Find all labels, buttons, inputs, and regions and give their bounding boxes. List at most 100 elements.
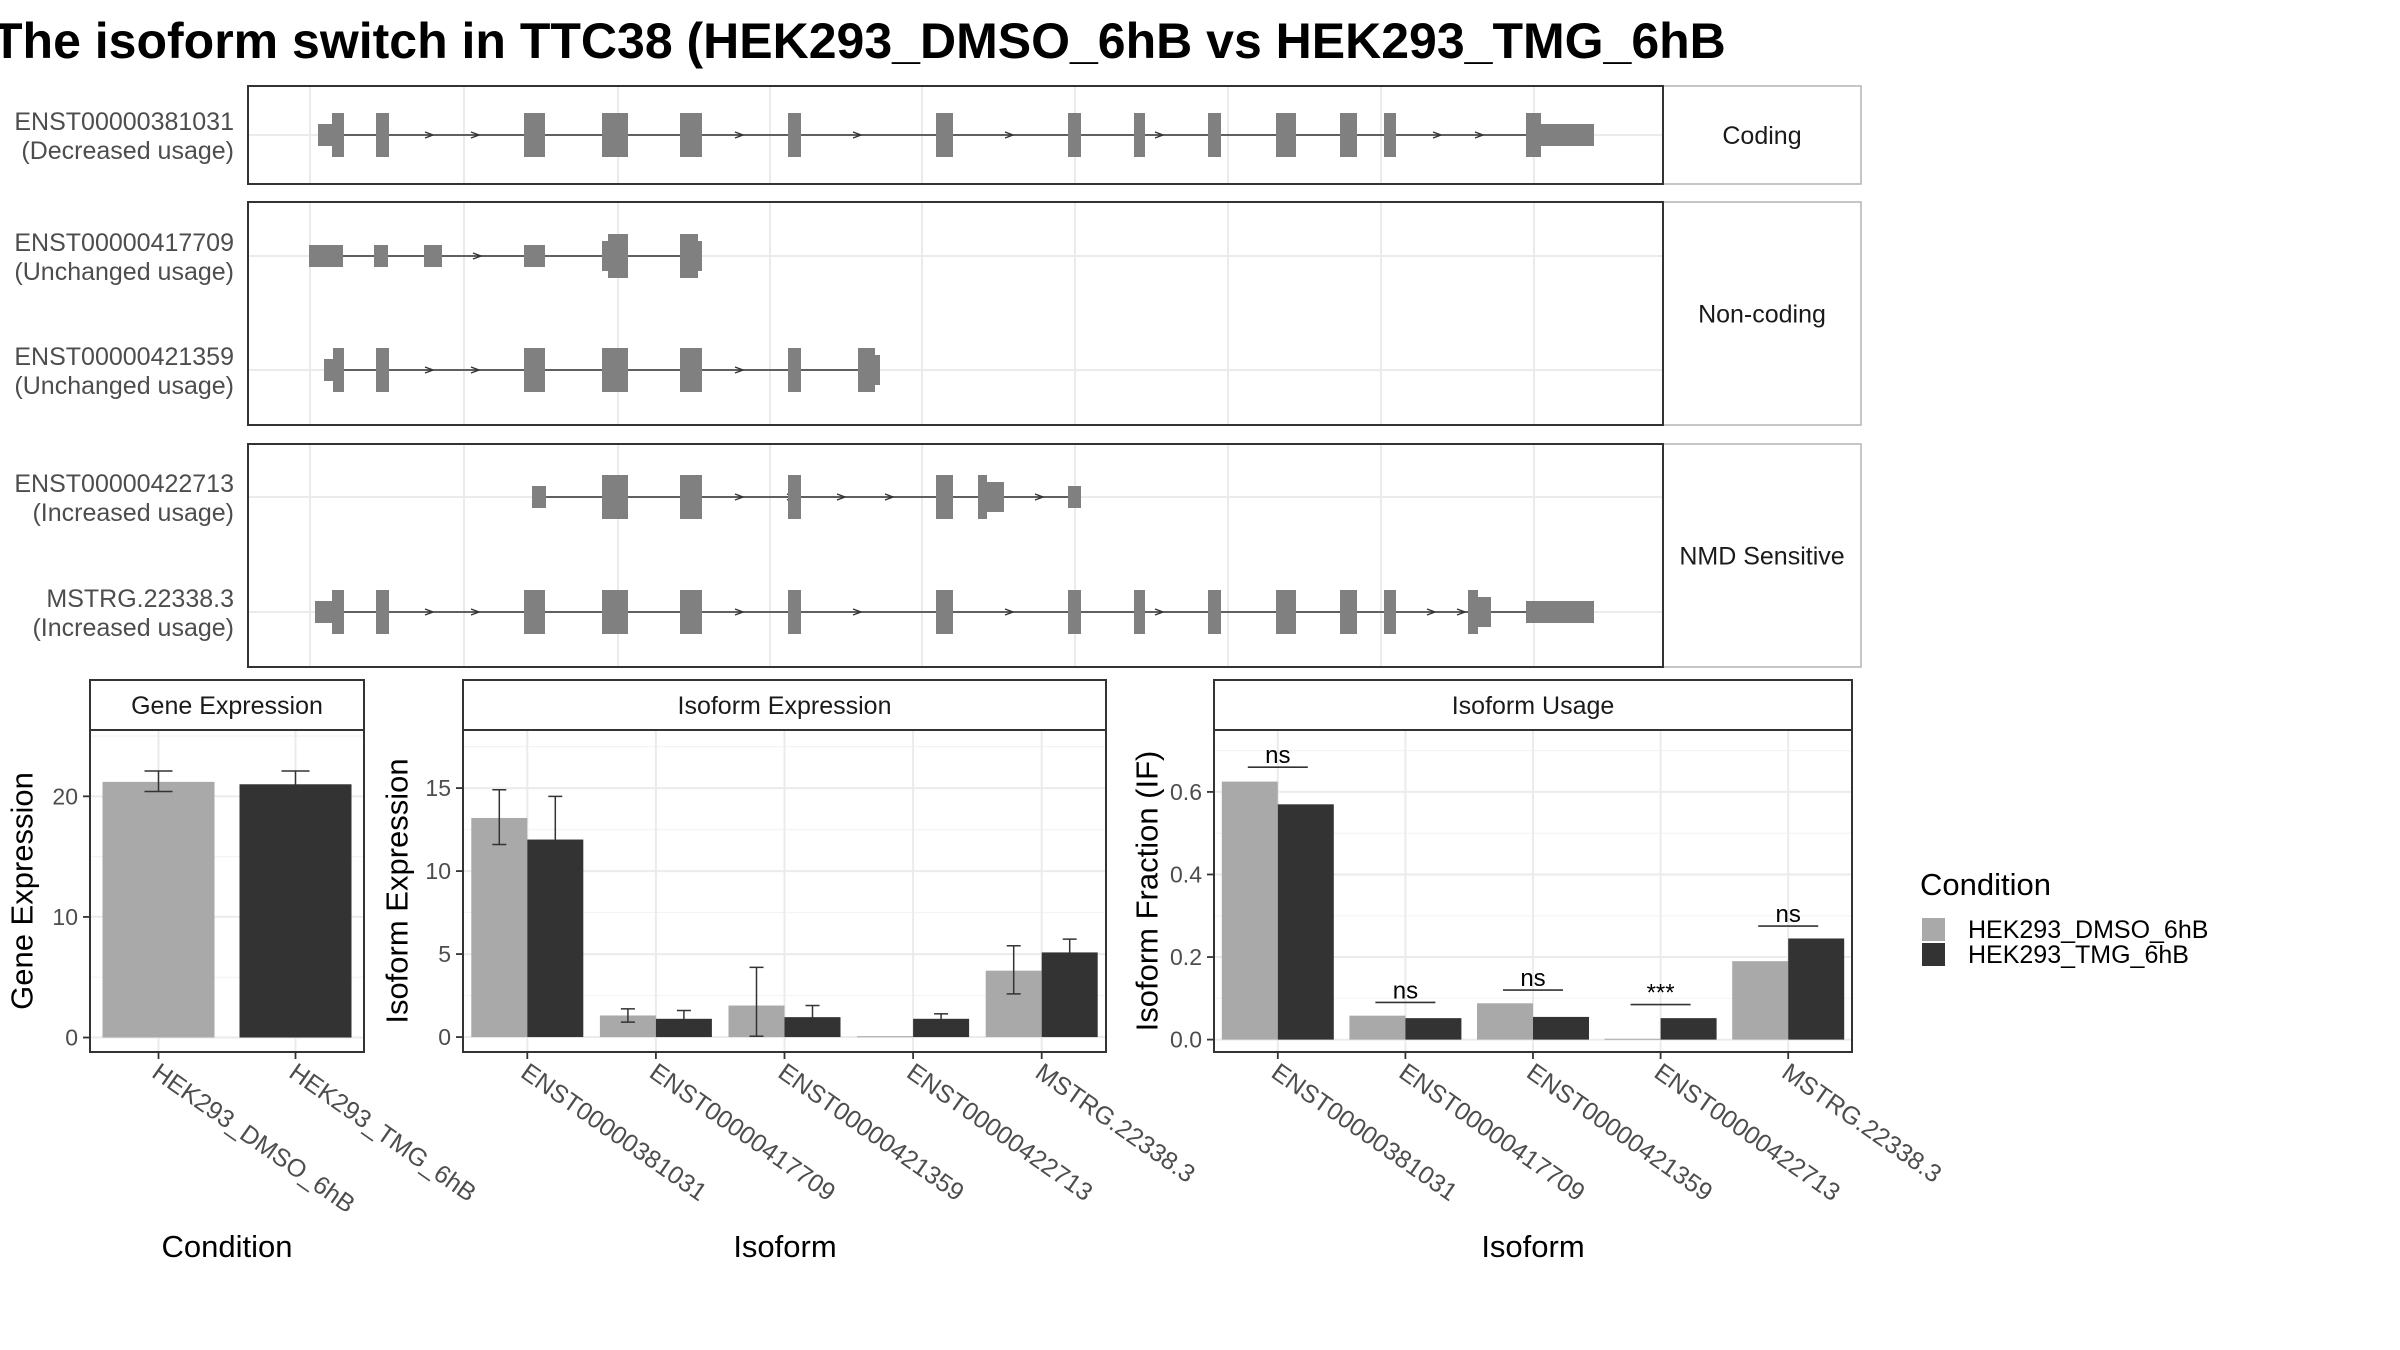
structure-panel-0: Coding ENST00000381031(Decreased usage) (14, 85, 1862, 185)
significance-label: ns (1265, 742, 1290, 769)
exon (987, 482, 1004, 512)
exon (332, 590, 344, 634)
legend-title: Condition (1920, 867, 2051, 902)
exon (602, 241, 608, 271)
panel-border (247, 201, 1664, 426)
exon (680, 348, 702, 392)
group-strip-label: NMD Sensitive (1679, 543, 1844, 571)
bar-HEK293_TMG_6hB (1533, 1016, 1589, 1040)
bar-charts: Gene Expression01020HEK293_DMSO_6hBHEK29… (5, 679, 1946, 1264)
exon (1276, 113, 1296, 157)
exon (424, 245, 442, 267)
x-axis-title: Isoform (1481, 1229, 1584, 1264)
significance-label: *** (1647, 980, 1675, 1007)
exon (1208, 113, 1221, 157)
exon (309, 245, 343, 267)
exon (318, 124, 332, 146)
intron-direction-arrow (734, 131, 745, 139)
intron-direction-arrow (470, 131, 481, 139)
significance-label: ns (1393, 977, 1418, 1004)
y-tick-label: 5 (438, 941, 451, 967)
intron-direction-arrow (1034, 493, 1045, 501)
exon (1541, 124, 1594, 146)
exon (680, 234, 698, 278)
exon (333, 348, 344, 392)
exon (374, 245, 388, 267)
intron-direction-arrow (884, 493, 895, 501)
exon (602, 590, 628, 634)
bar-HEK293_TMG_6hB (1277, 804, 1334, 1040)
exon (936, 590, 953, 634)
intron-direction-arrow (1432, 131, 1443, 139)
exon (1276, 590, 1296, 634)
y-axis-title: Isoform Fraction (IF) (1130, 751, 1165, 1032)
intron-direction-arrow (836, 493, 847, 501)
facet-strip-label: Isoform Expression (678, 692, 892, 720)
figure-title: The isoform switch in TTC38 (HEK293_DMSO… (0, 13, 1726, 69)
bar-HEK293_DMSO_6hB (599, 1015, 656, 1038)
legend-entry-label: HEK293_TMG_6hB (1968, 941, 2189, 969)
transcript-id-label: ENST00000381031 (14, 108, 234, 136)
panel-border (247, 85, 1664, 185)
exon (680, 590, 702, 634)
legend-key-HEK293_DMSO_6hB (1922, 918, 1945, 941)
transcript-ENST00000422713: ENST00000422713(Increased usage) (14, 470, 1081, 527)
intron-direction-arrow (1154, 608, 1165, 616)
group-strip-label: Coding (1722, 122, 1801, 150)
bar-HEK293_DMSO_6hB (1221, 781, 1278, 1040)
y-tick-label: 0.6 (1170, 779, 1202, 805)
exon (680, 475, 702, 519)
exon (788, 348, 801, 392)
facet-strip (89, 679, 365, 731)
bar-HEK293_TMG_6hB (239, 784, 352, 1038)
y-axis-title: Gene Expression (5, 772, 40, 1010)
panel-background (248, 444, 1663, 667)
panel-background (248, 202, 1663, 425)
transcript-usage-label: (Unchanged usage) (14, 258, 234, 286)
facet-strip-label: Gene Expression (131, 692, 323, 720)
transcript-ENST00000417709: ENST00000417709(Unchanged usage) (14, 229, 702, 286)
exon (1526, 113, 1541, 157)
y-tick-label: 0.2 (1170, 944, 1202, 970)
transcript-id-label: ENST00000421359 (14, 343, 234, 371)
y-tick-label: 0.4 (1170, 861, 1202, 887)
y-tick-label: 0.0 (1170, 1027, 1202, 1053)
x-axis-title: Isoform (733, 1229, 836, 1264)
bar-HEK293_TMG_6hB (1041, 952, 1098, 1038)
exon (1134, 590, 1145, 634)
facet-strip (462, 679, 1107, 731)
bar-HEK293_TMG_6hB (655, 1018, 712, 1038)
intron-direction-arrow (1004, 608, 1015, 616)
significance-label: ns (1520, 965, 1545, 992)
y-tick-label: 0 (438, 1024, 451, 1050)
intron-direction-arrow (734, 608, 745, 616)
exon (936, 113, 953, 157)
transcript-id-label: MSTRG.22338.3 (46, 585, 234, 613)
exon (1384, 113, 1396, 157)
transcript-usage-label: (Decreased usage) (21, 137, 234, 165)
y-tick-label: 0 (65, 1025, 78, 1051)
intron-direction-arrow (852, 608, 863, 616)
bar-HEK293_DMSO_6hB (1732, 961, 1789, 1040)
bar-HEK293_TMG_6hB (1788, 938, 1845, 1040)
facet-strip (1213, 679, 1853, 731)
exon (602, 475, 628, 519)
transcript-id-label: ENST00000422713 (14, 470, 234, 498)
intron-direction-arrow (1004, 131, 1015, 139)
bar-HEK293_TMG_6hB (1405, 1018, 1462, 1040)
exon (788, 475, 801, 519)
bar-HEK293_TMG_6hB (913, 1018, 970, 1038)
exon (1068, 486, 1081, 508)
exon (875, 355, 880, 385)
exon (332, 113, 344, 157)
intron-direction-arrow (734, 493, 745, 501)
exon (532, 486, 546, 508)
exon (1068, 113, 1081, 157)
transcript-usage-label: (Unchanged usage) (14, 372, 234, 400)
exon (978, 475, 987, 519)
transcript-id-label: ENST00000417709 (14, 229, 234, 257)
significance-label: ns (1776, 901, 1801, 928)
